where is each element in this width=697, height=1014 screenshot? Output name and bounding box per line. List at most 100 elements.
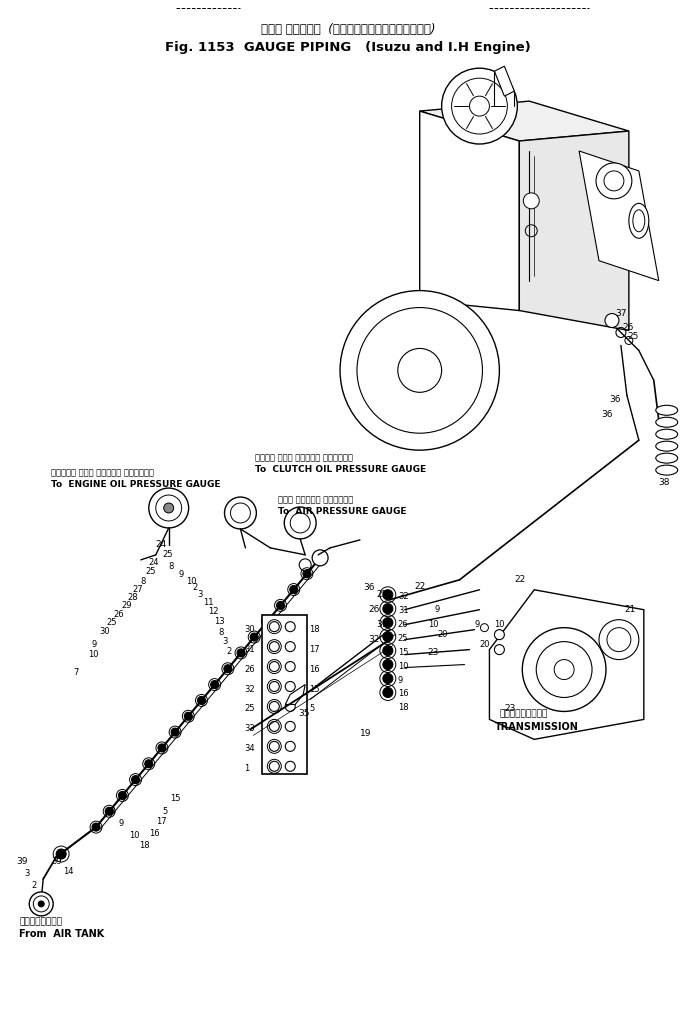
Text: 3: 3: [24, 869, 30, 878]
Text: 9: 9: [435, 604, 440, 613]
Circle shape: [224, 665, 232, 672]
Text: 16: 16: [309, 664, 320, 673]
Text: 30: 30: [99, 627, 109, 636]
Text: 8: 8: [141, 577, 146, 586]
Circle shape: [210, 680, 219, 689]
Text: 3: 3: [222, 637, 228, 646]
Circle shape: [197, 697, 206, 705]
Ellipse shape: [656, 429, 677, 439]
Text: 18: 18: [309, 625, 320, 634]
Text: 26: 26: [113, 609, 123, 619]
Circle shape: [269, 661, 279, 671]
Text: 37: 37: [615, 308, 627, 317]
Text: エンジン オイル プレッシャ ゲージへ: エンジン オイル プレッシャ ゲージへ: [51, 468, 154, 478]
Circle shape: [523, 193, 539, 209]
Circle shape: [383, 618, 393, 628]
Text: 13: 13: [215, 617, 225, 626]
Text: 32: 32: [245, 684, 255, 694]
Text: 25: 25: [245, 705, 255, 714]
Polygon shape: [489, 590, 644, 739]
Text: 22: 22: [514, 575, 526, 584]
Circle shape: [285, 622, 296, 632]
Text: 39: 39: [51, 857, 62, 866]
Text: 10: 10: [88, 650, 98, 659]
Text: 32: 32: [368, 635, 379, 644]
Ellipse shape: [656, 465, 677, 476]
Circle shape: [269, 642, 279, 652]
Text: 33: 33: [245, 724, 255, 733]
Text: 5: 5: [162, 807, 168, 816]
Circle shape: [312, 550, 328, 566]
Circle shape: [285, 681, 296, 692]
Text: 10: 10: [494, 620, 505, 629]
Circle shape: [303, 570, 311, 578]
Text: 30: 30: [245, 625, 255, 634]
Text: To  AIR PRESSURE GAUGE: To AIR PRESSURE GAUGE: [278, 507, 407, 516]
Text: To  CLUTCH OIL PRESSURE GAUGE: To CLUTCH OIL PRESSURE GAUGE: [255, 465, 427, 475]
Text: 15: 15: [169, 794, 181, 803]
Ellipse shape: [656, 441, 677, 451]
Circle shape: [596, 163, 632, 199]
Circle shape: [92, 823, 100, 831]
Polygon shape: [579, 151, 659, 281]
Text: 9: 9: [475, 620, 480, 629]
Text: From  AIR TANK: From AIR TANK: [20, 929, 105, 939]
Circle shape: [105, 807, 113, 815]
Text: 9: 9: [91, 640, 96, 649]
Circle shape: [269, 721, 279, 731]
Text: Fig. 1153  GAUGE PIPING   (Isuzu and I.H Engine): Fig. 1153 GAUGE PIPING (Isuzu and I.H En…: [165, 42, 531, 55]
Text: 2: 2: [227, 647, 231, 656]
Text: 26: 26: [398, 620, 408, 629]
Polygon shape: [285, 684, 305, 705]
Text: トランスミッション: トランスミッション: [499, 710, 548, 719]
Text: 8: 8: [169, 562, 174, 571]
Text: 35: 35: [298, 710, 309, 719]
Circle shape: [316, 554, 324, 562]
Text: 39: 39: [16, 857, 28, 866]
Text: 20: 20: [438, 630, 448, 639]
Circle shape: [285, 661, 296, 671]
Ellipse shape: [656, 406, 677, 416]
Text: 34: 34: [245, 744, 255, 753]
Text: 17: 17: [309, 645, 320, 654]
Text: 15: 15: [309, 684, 320, 694]
Text: 31: 31: [398, 605, 408, 614]
Text: ゲージ パイピング  (いずおよびインタエンジン): ゲージ パイピング (いずおよびインタエンジン): [261, 23, 435, 37]
Text: 18: 18: [139, 841, 149, 850]
Circle shape: [383, 632, 393, 642]
Circle shape: [605, 313, 619, 328]
Circle shape: [442, 68, 517, 144]
Text: 22: 22: [415, 582, 426, 591]
Bar: [262, 614, 307, 775]
Text: 18: 18: [398, 704, 408, 713]
Text: 10: 10: [428, 620, 438, 629]
Text: 3: 3: [198, 590, 203, 599]
Text: エアー プレッシャ ゲージへ: エアー プレッシャ ゲージへ: [278, 495, 353, 504]
Circle shape: [285, 721, 296, 731]
Circle shape: [237, 649, 245, 657]
Ellipse shape: [629, 204, 649, 238]
Circle shape: [284, 507, 316, 538]
Polygon shape: [420, 101, 629, 141]
Circle shape: [250, 633, 258, 641]
Text: エアータンクから: エアータンクから: [20, 917, 62, 926]
Circle shape: [224, 497, 256, 529]
Polygon shape: [519, 131, 629, 331]
Circle shape: [494, 645, 505, 655]
Text: 38: 38: [659, 478, 671, 487]
Circle shape: [158, 744, 166, 752]
Text: 10: 10: [185, 577, 196, 586]
Circle shape: [164, 503, 174, 513]
Text: 12: 12: [208, 606, 219, 615]
Text: 19: 19: [360, 729, 372, 738]
Circle shape: [269, 741, 279, 751]
Text: 10: 10: [129, 831, 139, 841]
Text: 9: 9: [119, 819, 124, 828]
Text: 25: 25: [162, 550, 174, 559]
Circle shape: [56, 849, 66, 859]
Text: 25: 25: [106, 618, 116, 627]
Circle shape: [29, 892, 53, 916]
Text: 25: 25: [146, 567, 156, 576]
Text: 2: 2: [31, 881, 36, 890]
Text: 11: 11: [204, 597, 214, 606]
